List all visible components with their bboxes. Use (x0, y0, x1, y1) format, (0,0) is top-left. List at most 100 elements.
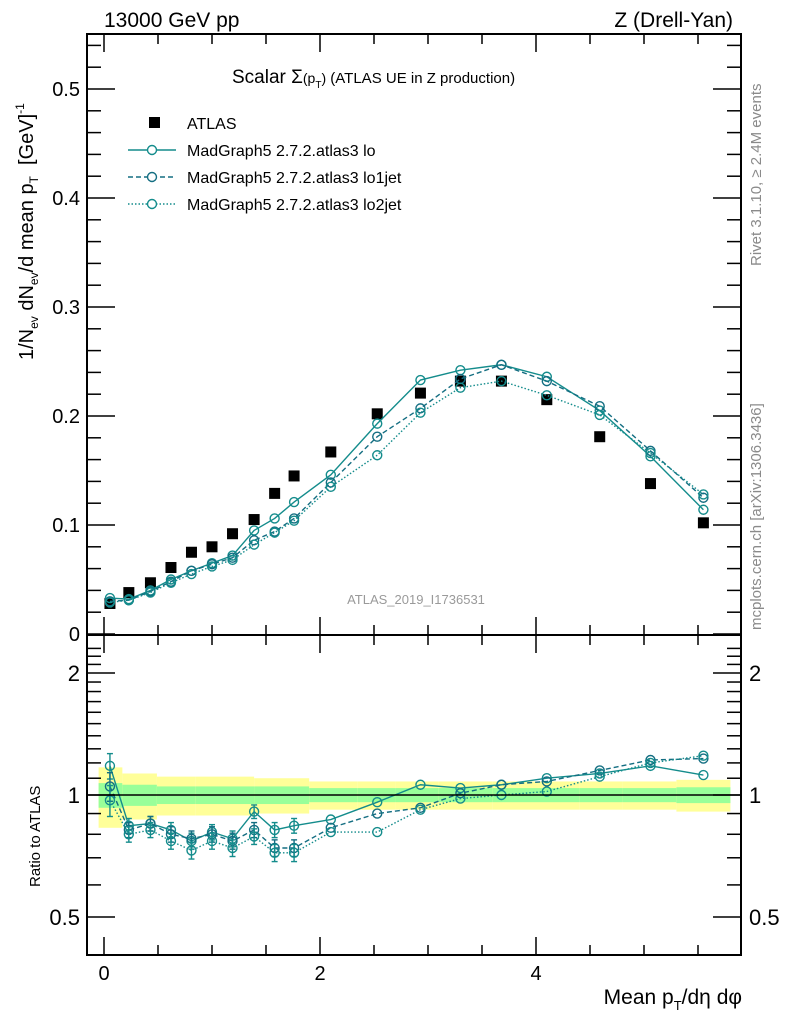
ratio-point-dotted (248, 831, 260, 842)
series-point-dashed (186, 565, 197, 576)
ratio-point-dashed (698, 753, 709, 764)
ratio-point-dotted (206, 835, 218, 847)
data-point-atlas (325, 446, 337, 458)
ratio-point-dotted (269, 847, 280, 859)
header-energy-label: 13000 GeV pp (104, 9, 239, 32)
ratio-point-solid (248, 806, 260, 817)
data-point-atlas (644, 478, 656, 490)
legend-label-lo: MadGraph5 2.7.2.atlas3 lo (187, 143, 376, 160)
ratio-point-dotted (165, 835, 177, 847)
plot-title: Scalar Σ(pT) (ATLAS UE in Z production) (232, 67, 515, 91)
ratio-point-dotted (372, 826, 383, 838)
ratio-point-dashed (496, 779, 507, 790)
series-point-dotted (415, 407, 426, 418)
series-line-solid (109, 364, 704, 600)
main-series-group (104, 359, 709, 609)
ratio-point-dotted (186, 845, 197, 856)
series-point-dashed (496, 359, 507, 370)
ratio-y-tick-label-right: 0.5 (749, 905, 780, 930)
ratio-point-dashed (455, 788, 466, 799)
legend-label-lo2jet: MadGraph5 2.7.2.atlas3 lo2jet (187, 197, 402, 214)
ratio-point-dashed (645, 754, 656, 766)
data-point-atlas (206, 541, 218, 553)
ratio-point-dashed (541, 776, 552, 787)
ratio-point-solid (104, 760, 116, 772)
data-point-atlas (248, 514, 260, 526)
ratio-point-solid (269, 824, 280, 836)
ratio-point-dotted (325, 826, 336, 838)
series-point-solid (698, 504, 709, 515)
legend-marker-lo2jet (146, 198, 158, 210)
series-point-dotted (227, 554, 238, 566)
main-y-axis-label: 1/Nev dNev/d mean pT [GeV]-1 (13, 103, 41, 360)
data-point-atlas (144, 577, 156, 589)
x-tick-label: 2 (314, 963, 325, 985)
ratio-point-solid (415, 779, 426, 790)
ratio-point-dotted (227, 842, 238, 854)
ratio-point-dotted (455, 793, 466, 804)
legend-marker-lo1jet (146, 171, 158, 183)
series-point-solid (372, 418, 383, 429)
data-point-atlas (697, 517, 709, 529)
series-point-dotted (645, 447, 656, 459)
series-point-dotted (372, 450, 383, 461)
series-point-dotted (206, 561, 218, 572)
series-point-dotted (288, 515, 300, 526)
data-point-atlas (594, 431, 606, 443)
series-point-dotted (698, 489, 709, 500)
ratio-point-dotted (594, 771, 605, 782)
series-point-dashed (248, 535, 260, 546)
ratio-point-solid (541, 773, 552, 784)
ratio-point-dotted (145, 824, 156, 836)
series-point-dotted (541, 390, 552, 401)
series-point-dotted (123, 595, 135, 606)
ratio-point-solid (325, 814, 336, 825)
ratio-point-dotted (645, 757, 656, 769)
y-tick-label: 0.1 (52, 515, 80, 537)
y-tick-label: 0 (69, 624, 80, 646)
ratio-y-tick-label-right: 1 (749, 783, 761, 808)
ratio-point-solid (372, 796, 383, 808)
series-point-dotted (455, 382, 466, 393)
data-point-atlas (288, 470, 300, 482)
x-axis-label: Mean pT/dη dφ (604, 986, 742, 1013)
series-point-dashed (415, 403, 426, 414)
data-point-atlas (454, 375, 466, 387)
ratio-point-dotted (415, 804, 426, 815)
series-point-dotted (594, 409, 605, 421)
y-tick-label: 0.5 (52, 79, 80, 101)
x-tick-label: 4 (530, 963, 541, 985)
ratio-point-solid (698, 769, 709, 781)
legend-label-atlas: ATLAS (187, 116, 237, 133)
legend-label-lo1jet: MadGraph5 2.7.2.atlas3 lo1jet (187, 170, 402, 187)
series-point-dotted (269, 527, 280, 538)
legend-marker-atlas (149, 117, 160, 128)
ratio-point-dotted (123, 829, 135, 840)
legend-marker-lo (146, 144, 158, 156)
series-point-dotted (104, 597, 116, 608)
data-point-atlas (414, 387, 426, 399)
ratio-point-dotted (541, 786, 552, 797)
ratio-point-dashed (372, 808, 383, 819)
ratio-point-solid (288, 820, 300, 831)
series-point-dashed (541, 375, 552, 387)
ratio-point-dotted (104, 795, 116, 806)
series-point-dashed (698, 492, 709, 503)
ratio-series-group (104, 750, 709, 863)
ratio-y-tick-label: 0.5 (49, 905, 80, 930)
series-point-solid (645, 451, 656, 462)
ratio-uncertainty-bands (98, 767, 731, 828)
series-point-dotted (165, 577, 177, 588)
data-point-atlas (185, 546, 197, 558)
series-point-solid (415, 374, 426, 386)
series-line-dotted (109, 380, 704, 604)
data-point-atlas (371, 408, 383, 420)
x-tick-label: 0 (98, 963, 109, 985)
series-point-dotted (145, 587, 156, 598)
ratio-point-solid (594, 768, 605, 779)
data-point-atlas (104, 597, 116, 609)
legend: ATLAS MadGraph5 2.7.2.atlas3 lo MadGraph… (128, 116, 402, 214)
data-point-atlas (165, 562, 177, 574)
ratio-point-solid (645, 760, 656, 772)
